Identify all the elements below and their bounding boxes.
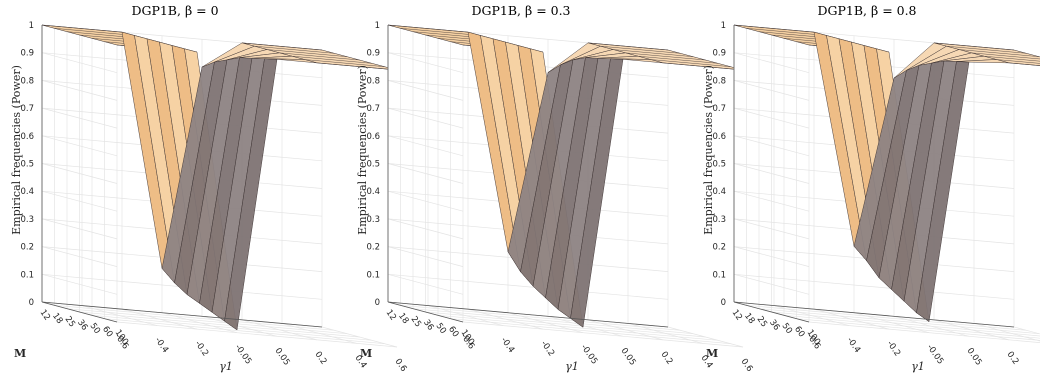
z-tick-label: 0	[375, 298, 380, 308]
z-axis-label: Empirical frequencies (Power)	[356, 65, 369, 235]
gamma-tick-label: -0.4	[499, 336, 517, 355]
m-tick-label: 18	[50, 311, 64, 326]
z-tick-label: 1	[375, 21, 380, 31]
z-tick-label: 0.2	[366, 243, 380, 253]
gamma-tick-label: -0.05	[925, 343, 946, 367]
m-tick-label: 36	[421, 318, 435, 333]
z-tick-label: 0.2	[20, 243, 34, 253]
gamma-tick-label: 0.2	[659, 350, 675, 367]
panel-1: 00.10.20.30.40.50.60.70.80.91-0.6-0.4-0.…	[10, 3, 408, 374]
z-tick-label: 0.1	[20, 270, 34, 280]
z-tick-label: 1	[29, 21, 34, 31]
z-axis-label: Empirical frequencies (Power)	[702, 65, 715, 235]
m-tick-label: 18	[396, 311, 410, 326]
m-tick-label: 25	[409, 315, 423, 330]
chart-title: DGP1B, β = 0	[131, 3, 218, 18]
z-axis-label: Empirical frequencies (Power)	[10, 65, 23, 235]
gamma-tick-label: 0.6	[739, 357, 755, 374]
gamma-tick-label: 0.05	[273, 346, 292, 367]
gamma-axis-label: γ1	[219, 360, 233, 373]
z-tick-label: 0.2	[712, 243, 726, 253]
z-tick-label: 1	[721, 21, 726, 31]
gamma-tick-label: 0.6	[393, 357, 409, 374]
gamma-tick-label: -0.2	[885, 339, 903, 358]
gamma-tick-label: -0.05	[579, 343, 600, 367]
m-tick-label: 12	[384, 308, 398, 323]
m-axis-label: M	[14, 347, 26, 360]
m-tick-label: 18	[742, 311, 756, 326]
gamma-tick-label: -0.4	[845, 336, 863, 355]
z-tick-label: 0	[29, 298, 34, 308]
z-tick-label: 0.9	[20, 49, 34, 59]
z-tick-label: 0	[721, 298, 726, 308]
m-tick-label: 12	[730, 308, 744, 323]
gamma-tick-label: -0.4	[153, 336, 171, 355]
m-tick-label: 50	[780, 321, 794, 336]
gamma-axis-label: γ1	[565, 360, 579, 373]
m-tick-label: 50	[434, 321, 448, 336]
gamma-tick-label: 0.05	[965, 346, 984, 367]
gamma-tick-label: -0.05	[233, 343, 254, 367]
m-tick-label: 25	[755, 315, 769, 330]
m-tick-label: 50	[88, 321, 102, 336]
m-axis-label: M	[706, 347, 718, 360]
chart-title: DGP1B, β = 0.3	[471, 3, 570, 18]
gamma-tick-label: 0.2	[1005, 350, 1021, 367]
z-tick-label: 0.9	[712, 49, 726, 59]
z-tick-label: 0.1	[712, 270, 726, 280]
m-tick-label: 36	[767, 318, 781, 333]
m-tick-label: 25	[63, 315, 77, 330]
gamma-tick-label: 0.05	[619, 346, 638, 367]
gamma-tick-label: 0.2	[313, 350, 329, 367]
panel-3: 00.10.20.30.40.50.60.70.80.91-0.6-0.4-0.…	[702, 3, 1040, 374]
gamma-tick-label: -0.2	[539, 339, 557, 358]
z-tick-label: 0.1	[366, 270, 380, 280]
z-tick-label: 0.9	[366, 49, 380, 59]
gamma-axis-label: γ1	[911, 360, 925, 373]
m-tick-label: 36	[75, 318, 89, 333]
panel-2: 00.10.20.30.40.50.60.70.80.91-0.6-0.4-0.…	[356, 3, 754, 374]
chart-title: DGP1B, β = 0.8	[817, 3, 916, 18]
m-tick-label: 12	[38, 308, 52, 323]
gamma-tick-label: -0.2	[193, 339, 211, 358]
m-axis-label: M	[360, 347, 372, 360]
